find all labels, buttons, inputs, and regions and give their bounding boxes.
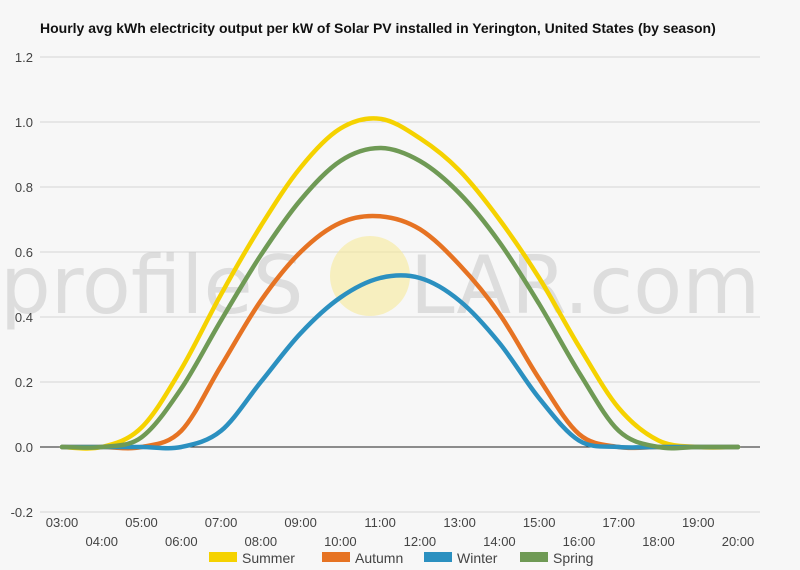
legend-label-summer: Summer	[242, 550, 295, 566]
x-tick-label: 16:00	[563, 534, 596, 549]
x-tick-label: 09:00	[284, 515, 317, 530]
chart-title: Hourly avg kWh electricity output per kW…	[40, 20, 716, 36]
x-tick-label: 05:00	[125, 515, 158, 530]
x-tick-label: 20:00	[722, 534, 755, 549]
y-tick-label: 1.2	[15, 50, 33, 65]
x-tick-label: 18:00	[642, 534, 675, 549]
legend-label-winter: Winter	[457, 550, 498, 566]
y-axis-ticks: -0.2 0.0 0.2 0.4 0.6 0.8 1.0 1.2	[11, 50, 33, 520]
x-tick-label: 04:00	[85, 534, 118, 549]
watermark: profileS LAR.com	[0, 236, 760, 332]
legend-swatch-autumn	[322, 552, 350, 562]
legend-swatch-winter	[424, 552, 452, 562]
y-tick-label: 0.4	[15, 310, 33, 325]
y-tick-label: 1.0	[15, 115, 33, 130]
legend-label-spring: Spring	[553, 550, 593, 566]
series-line-spring	[59, 145, 741, 451]
x-tick-label: 07:00	[205, 515, 238, 530]
watermark-right: LAR.com	[410, 239, 760, 332]
series-lines	[59, 116, 741, 451]
legend-swatch-summer	[209, 552, 237, 562]
x-tick-label: 10:00	[324, 534, 357, 549]
legend-swatch-spring	[520, 552, 548, 562]
x-tick-label: 08:00	[245, 534, 278, 549]
x-tick-label: 13:00	[443, 515, 476, 530]
y-tick-label: 0.2	[15, 375, 33, 390]
x-tick-label: 12:00	[404, 534, 437, 549]
x-axis-ticks: 03:00 04:00 05:00 06:00 07:00 08:00 09:00 10:00…	[46, 515, 755, 549]
x-tick-label: 15:00	[523, 515, 556, 530]
series-line-summer	[59, 116, 741, 451]
x-tick-label: 19:00	[682, 515, 715, 530]
x-tick-label: 03:00	[46, 515, 79, 530]
watermark-left: profileS	[0, 239, 303, 332]
legend-label-autumn: Autumn	[355, 550, 403, 566]
y-tick-label: -0.2	[11, 505, 33, 520]
x-tick-label: 11:00	[364, 515, 396, 530]
series-line-winter	[59, 273, 741, 451]
watermark-sun-icon	[330, 236, 410, 316]
y-tick-label: 0.0	[15, 440, 33, 455]
y-tick-label: 0.8	[15, 180, 33, 195]
y-tick-label: 0.6	[15, 245, 33, 260]
x-tick-label: 06:00	[165, 534, 198, 549]
legend: Summer Autumn Winter Spring	[209, 550, 593, 566]
x-tick-label: 17:00	[602, 515, 635, 530]
x-tick-label: 14:00	[483, 534, 516, 549]
